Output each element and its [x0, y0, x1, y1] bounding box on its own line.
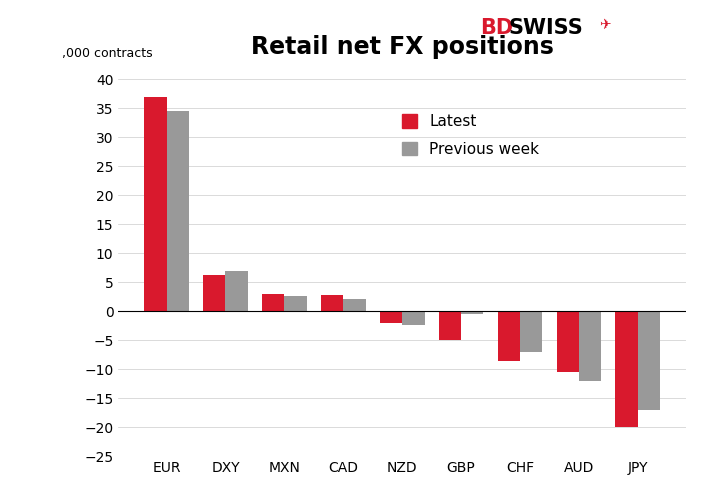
Bar [226, 270, 248, 312]
Bar [557, 312, 579, 372]
Text: BD: BD [480, 18, 513, 38]
Bar [167, 112, 189, 312]
Bar [144, 97, 167, 312]
Bar [498, 312, 520, 360]
Bar [439, 312, 461, 340]
Legend: Latest, Previous week: Latest, Previous week [394, 106, 547, 164]
Bar [262, 294, 285, 312]
Bar [321, 295, 343, 312]
Title: Retail net FX positions: Retail net FX positions [251, 35, 554, 59]
Bar [402, 312, 425, 324]
Bar [638, 312, 660, 410]
Text: ,000 contracts: ,000 contracts [62, 47, 152, 60]
Text: SWISS: SWISS [508, 18, 583, 38]
Bar [285, 296, 307, 312]
Bar [461, 312, 484, 314]
Bar [615, 312, 638, 427]
Text: ✈: ✈ [599, 18, 611, 32]
Bar [203, 276, 226, 312]
Bar [343, 298, 366, 312]
Bar [579, 312, 601, 381]
Bar [520, 312, 543, 352]
Bar [380, 312, 402, 323]
